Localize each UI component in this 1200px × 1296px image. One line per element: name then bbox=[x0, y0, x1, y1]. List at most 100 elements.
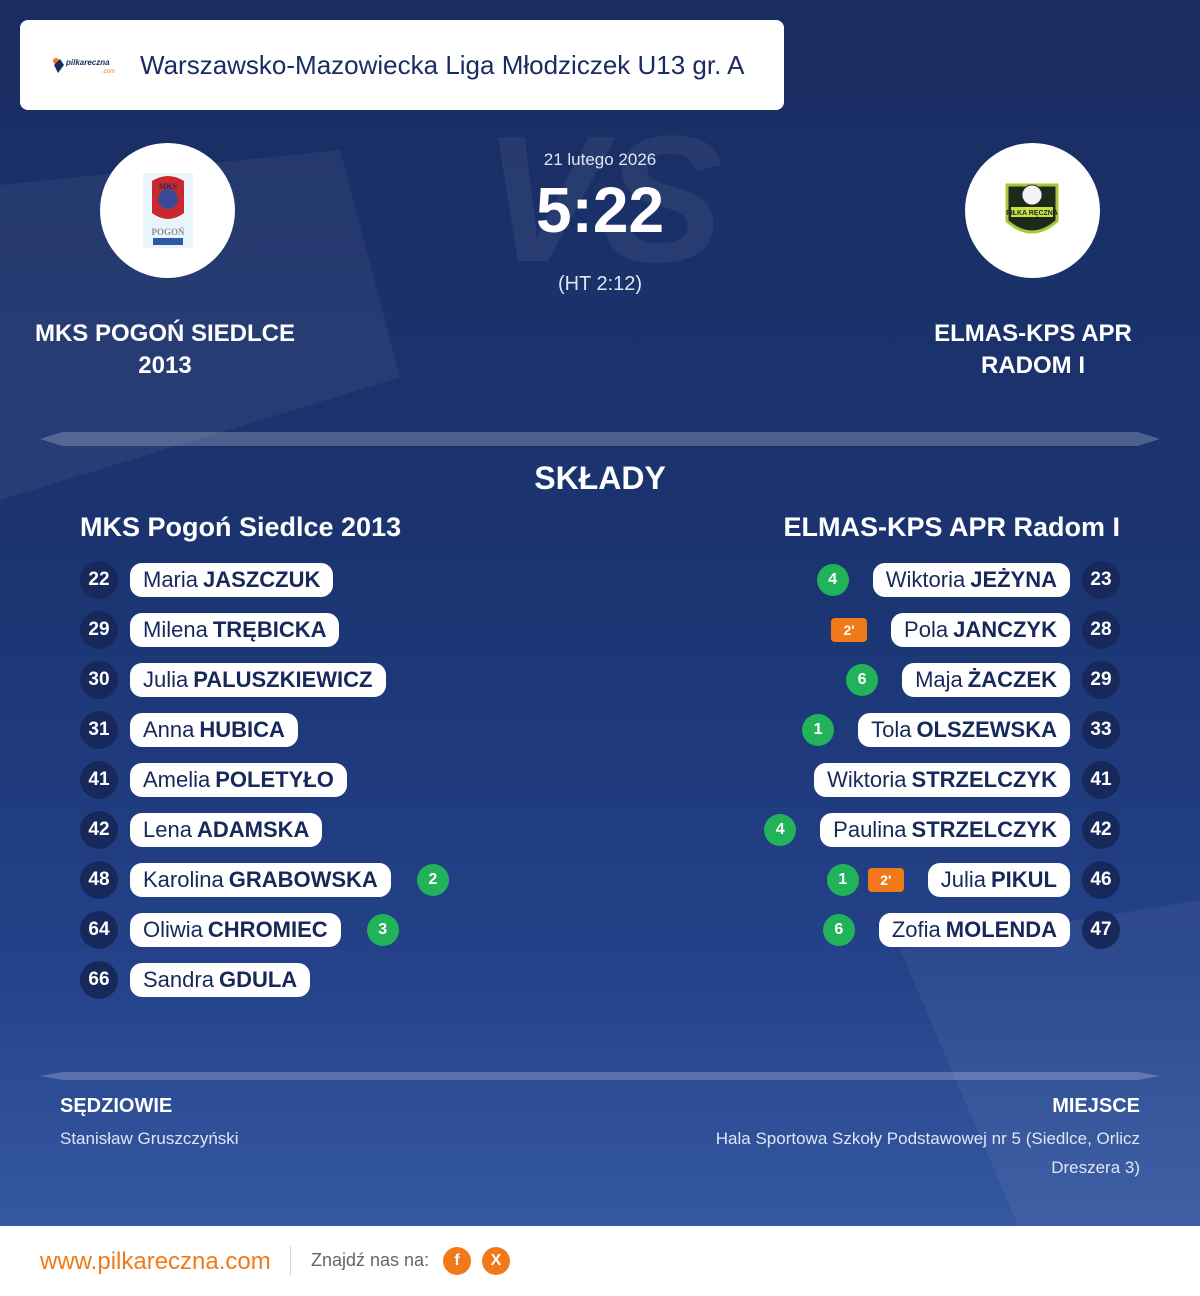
player-stats: 4 bbox=[816, 564, 849, 596]
player-row: 2' Pola JANCZYK 28 bbox=[764, 605, 1120, 655]
suspension-badge: 2' bbox=[831, 618, 868, 642]
player-stats: 1 2' bbox=[826, 864, 904, 896]
player-number: 42 bbox=[1082, 811, 1120, 849]
away-roster: 4 Wiktoria JEŻYNA 23 2' Pola JANCZYK 28 6 Maja ŻAC… bbox=[764, 555, 1120, 955]
home-team-name: MKS POGOŃ SIEDLCE 2013 bbox=[34, 320, 296, 379]
player-number: 23 bbox=[1082, 561, 1120, 599]
svg-text:PIŁKA RĘCZNA: PIŁKA RĘCZNA bbox=[1006, 210, 1058, 217]
league-title: Warszawsko-Mazowiecka Liga Młodziczek U1… bbox=[140, 50, 745, 80]
player-name[interactable]: Maria JASZCZUK bbox=[130, 563, 334, 597]
home-team-logo[interactable]: MKS POGOŃ bbox=[100, 143, 235, 278]
player-row: 4 Paulina STRZELCZYK 42 bbox=[764, 805, 1120, 855]
player-last-name: HUBICA bbox=[199, 717, 285, 742]
away-team-logo[interactable]: PIŁKA RĘCZNA bbox=[965, 143, 1100, 278]
halftime-score: (HT 2:12) bbox=[557, 273, 643, 295]
player-name[interactable]: Amelia POLETYŁO bbox=[130, 763, 347, 797]
player-last-name: JANCZYK bbox=[953, 617, 1057, 642]
player-number: 29 bbox=[80, 611, 118, 649]
player-number: 42 bbox=[80, 811, 118, 849]
player-number: 64 bbox=[80, 911, 118, 949]
pilkareczna-logo[interactable]: pilkareczna .com bbox=[50, 53, 122, 77]
home-roster: 22 Maria JASZCZUK 29 Milena TRĘBICKA 30 Julia PA… bbox=[80, 555, 449, 1005]
player-row: Wiktoria STRZELCZYK 41 bbox=[764, 755, 1120, 805]
player-first-name: Wiktoria bbox=[885, 567, 966, 592]
goals-badge: 4 bbox=[816, 564, 849, 596]
player-first-name: Pola bbox=[904, 617, 949, 642]
player-name[interactable]: Oliwia CHROMIEC bbox=[130, 913, 341, 947]
player-first-name: Lena bbox=[143, 817, 192, 842]
player-name[interactable]: Julia PALUSZKIEWICZ bbox=[130, 663, 386, 697]
player-stats: 4 bbox=[764, 814, 797, 846]
venue-label: MIEJSCE bbox=[1052, 1095, 1140, 1117]
goals-badge: 1 bbox=[826, 864, 859, 896]
player-first-name: Oliwia bbox=[143, 917, 203, 942]
player-last-name: ADAMSKA bbox=[196, 817, 310, 842]
player-row: 6 Maja ŻACZEK 29 bbox=[764, 655, 1120, 705]
player-first-name: Milena bbox=[143, 617, 208, 642]
player-first-name: Tola bbox=[871, 717, 912, 742]
away-team-name: ELMAS-KPS APR RADOM I bbox=[934, 320, 1132, 379]
player-last-name: TRĘBICKA bbox=[212, 617, 327, 642]
player-name[interactable]: Paulina STRZELCZYK bbox=[820, 813, 1070, 847]
player-name[interactable]: Julia PIKUL bbox=[927, 863, 1070, 897]
find-us-label: Znajdź nas na: bbox=[311, 1250, 430, 1270]
player-name[interactable]: Wiktoria STRZELCZYK bbox=[814, 763, 1070, 797]
away-squad-title: ELMAS-KPS APR Radom I bbox=[783, 512, 1120, 542]
player-name[interactable]: Maja ŻACZEK bbox=[902, 663, 1070, 697]
svg-text:MKS: MKS bbox=[159, 182, 178, 191]
player-name[interactable]: Zofia MOLENDA bbox=[878, 913, 1070, 947]
player-number: 30 bbox=[80, 661, 118, 699]
final-score: 5:22 bbox=[535, 174, 665, 246]
website-link[interactable]: www.pilkareczna.com bbox=[40, 1248, 271, 1275]
player-name[interactable]: Lena ADAMSKA bbox=[130, 813, 323, 847]
facebook-icon[interactable]: f bbox=[443, 1247, 471, 1275]
player-last-name: ŻACZEK bbox=[967, 667, 1057, 692]
venue-value: Hala Sportowa Szkoły Podstawowej nr 5 (S… bbox=[715, 1129, 1140, 1177]
goals-badge: 2 bbox=[416, 864, 449, 896]
player-first-name: Paulina bbox=[833, 817, 907, 842]
squads-heading: SKŁADY bbox=[534, 460, 666, 496]
player-stats: 3 bbox=[366, 914, 399, 946]
goals-badge: 6 bbox=[822, 914, 855, 946]
player-row: 41 Amelia POLETYŁO bbox=[80, 755, 449, 805]
player-name[interactable]: Tola OLSZEWSKA bbox=[858, 713, 1070, 747]
player-name[interactable]: Wiktoria JEŻYNA bbox=[872, 563, 1070, 597]
goals-badge: 4 bbox=[764, 814, 797, 846]
player-name[interactable]: Sandra GDULA bbox=[130, 963, 311, 997]
goals-badge: 3 bbox=[366, 914, 399, 946]
player-row: 1 2' Julia PIKUL 46 bbox=[764, 855, 1120, 905]
player-number: 29 bbox=[1082, 661, 1120, 699]
player-row: 6 Zofia MOLENDA 47 bbox=[764, 905, 1120, 955]
player-name[interactable]: Anna HUBICA bbox=[130, 713, 298, 747]
player-first-name: Zofia bbox=[891, 917, 941, 942]
vs-watermark: VS bbox=[482, 99, 724, 300]
player-number: 22 bbox=[80, 561, 118, 599]
suspension-badge: 2' bbox=[867, 868, 904, 892]
player-name[interactable]: Pola JANCZYK bbox=[891, 613, 1070, 647]
player-row: 4 Wiktoria JEŻYNA 23 bbox=[764, 555, 1120, 605]
match-date: 21 lutego 2026 bbox=[543, 150, 657, 169]
referees-value: Stanisław Gruszczyński bbox=[60, 1129, 239, 1148]
home-squad-title: MKS Pogoń Siedlce 2013 bbox=[80, 512, 402, 542]
footer: www.pilkareczna.com Znajdź nas na: f X bbox=[0, 1226, 1200, 1296]
player-stats: 2 bbox=[416, 864, 449, 896]
player-first-name: Karolina bbox=[143, 867, 224, 892]
league-header: pilkareczna .com Warszawsko-Mazowiecka L… bbox=[20, 20, 784, 110]
x-icon[interactable]: X bbox=[482, 1247, 510, 1275]
section-divider bbox=[40, 432, 1160, 446]
player-name[interactable]: Milena TRĘBICKA bbox=[130, 613, 340, 647]
player-stats: 6 bbox=[822, 914, 855, 946]
player-number: 31 bbox=[80, 711, 118, 749]
player-row: 66 Sandra GDULA bbox=[80, 955, 449, 1005]
player-first-name: Julia bbox=[143, 667, 189, 692]
player-last-name: PIKUL bbox=[991, 867, 1057, 892]
player-first-name: Wiktoria bbox=[827, 767, 907, 792]
player-row: 48 Karolina GRABOWSKA 2 bbox=[80, 855, 449, 905]
player-number: 41 bbox=[1082, 761, 1120, 799]
player-row: 30 Julia PALUSZKIEWICZ bbox=[80, 655, 449, 705]
player-number: 47 bbox=[1082, 911, 1120, 949]
player-number: 66 bbox=[80, 961, 118, 999]
svg-text:pilkareczna: pilkareczna bbox=[65, 58, 110, 67]
player-name[interactable]: Karolina GRABOWSKA bbox=[130, 863, 391, 897]
player-number: 41 bbox=[80, 761, 118, 799]
